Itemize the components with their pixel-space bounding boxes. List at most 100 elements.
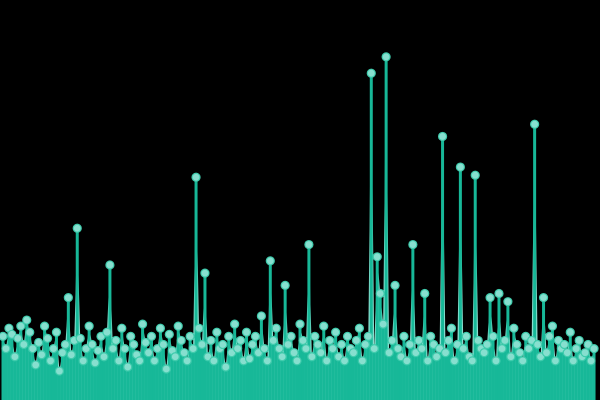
data-point-marker: [149, 356, 160, 366]
data-point-marker: [402, 356, 412, 366]
data-point-marker: [84, 321, 94, 331]
data-point-marker: [348, 348, 359, 358]
data-point-marker: [461, 331, 471, 341]
data-point-marker: [265, 256, 275, 266]
data-point-marker: [458, 344, 468, 354]
data-point-marker: [316, 348, 326, 358]
data-point-marker: [31, 360, 41, 370]
data-point-marker: [423, 356, 433, 366]
data-point-marker: [72, 223, 82, 233]
data-point-marker: [381, 52, 391, 62]
data-point-marker: [393, 344, 403, 354]
data-point-marker: [384, 348, 394, 358]
data-point-marker: [140, 337, 151, 348]
data-point-marker: [236, 335, 246, 346]
data-point-marker: [538, 293, 549, 303]
data-point-marker: [586, 356, 596, 366]
data-point-marker: [313, 339, 323, 350]
data-point-marker: [57, 348, 68, 358]
data-point-marker: [491, 356, 501, 366]
data-point-marker: [417, 344, 427, 354]
data-point-marker: [506, 352, 516, 362]
data-point-marker: [310, 331, 320, 341]
data-point-marker: [262, 356, 272, 366]
data-point-marker: [28, 344, 38, 354]
data-point-marker: [0, 331, 8, 341]
data-point-marker: [37, 350, 47, 360]
data-point-marker: [488, 331, 498, 341]
data-point-marker: [126, 331, 136, 341]
data-point-marker: [363, 331, 373, 341]
data-point-marker: [550, 356, 561, 366]
data-point-marker: [467, 356, 477, 366]
data-point-marker: [13, 333, 23, 343]
data-point-marker: [378, 319, 388, 329]
data-point-marker: [206, 335, 216, 346]
data-point-marker: [408, 239, 418, 250]
data-point-marker: [307, 352, 317, 362]
data-point-marker: [22, 315, 32, 325]
data-point-marker: [369, 344, 379, 354]
data-point-marker: [500, 335, 510, 346]
data-point-marker: [105, 260, 115, 270]
data-point-marker: [271, 323, 281, 333]
data-point-marker: [182, 356, 192, 366]
data-point-marker: [375, 288, 385, 299]
data-point-marker: [111, 335, 121, 346]
data-point-marker: [580, 348, 590, 358]
data-point-marker: [250, 331, 261, 341]
marker-group: [0, 52, 599, 376]
data-point-marker: [120, 344, 130, 354]
data-point-marker: [443, 335, 454, 346]
data-point-marker: [173, 321, 183, 331]
data-point-marker: [194, 323, 204, 333]
data-point-marker: [455, 162, 465, 172]
data-point-marker: [218, 339, 228, 350]
data-point-marker: [331, 327, 341, 337]
data-point-marker: [515, 348, 525, 358]
data-point-marker: [286, 331, 296, 341]
data-point-marker: [589, 344, 599, 354]
data-point-marker: [387, 335, 397, 346]
data-point-marker: [117, 323, 127, 333]
data-point-marker: [63, 293, 73, 303]
data-point-marker: [437, 131, 448, 142]
data-point-marker: [372, 252, 382, 262]
data-point-marker: [54, 366, 65, 376]
data-point-marker: [432, 352, 442, 362]
data-point-marker: [161, 364, 171, 374]
data-point-marker: [280, 280, 290, 290]
data-point-marker: [354, 323, 364, 333]
data-point-marker: [16, 321, 26, 331]
data-point-marker: [146, 331, 157, 341]
data-point-marker: [247, 339, 258, 350]
data-point-marker: [544, 331, 555, 341]
data-point-marker: [301, 344, 311, 354]
data-point-marker: [93, 346, 103, 356]
data-point-marker: [319, 321, 329, 331]
data-point-marker: [530, 119, 540, 129]
data-point-marker: [39, 321, 50, 331]
data-point-marker: [485, 293, 495, 303]
data-point-marker: [114, 356, 124, 366]
data-point-marker: [158, 339, 168, 350]
data-point-marker: [274, 344, 284, 354]
data-point-marker: [221, 362, 231, 372]
data-point-marker: [414, 335, 424, 346]
data-point-marker: [224, 331, 234, 341]
data-point-marker: [90, 358, 100, 368]
data-point-marker: [571, 344, 581, 354]
data-point-marker: [440, 348, 451, 358]
data-point-marker: [503, 297, 513, 307]
data-point-marker: [34, 337, 44, 348]
data-point-marker: [1, 344, 11, 354]
data-point-marker: [339, 356, 350, 366]
data-point-marker: [292, 356, 302, 366]
data-point-marker: [568, 356, 578, 366]
data-point-marker: [108, 344, 118, 354]
data-point-marker: [562, 348, 572, 358]
data-point-marker: [295, 319, 305, 329]
data-point-marker: [45, 356, 56, 366]
